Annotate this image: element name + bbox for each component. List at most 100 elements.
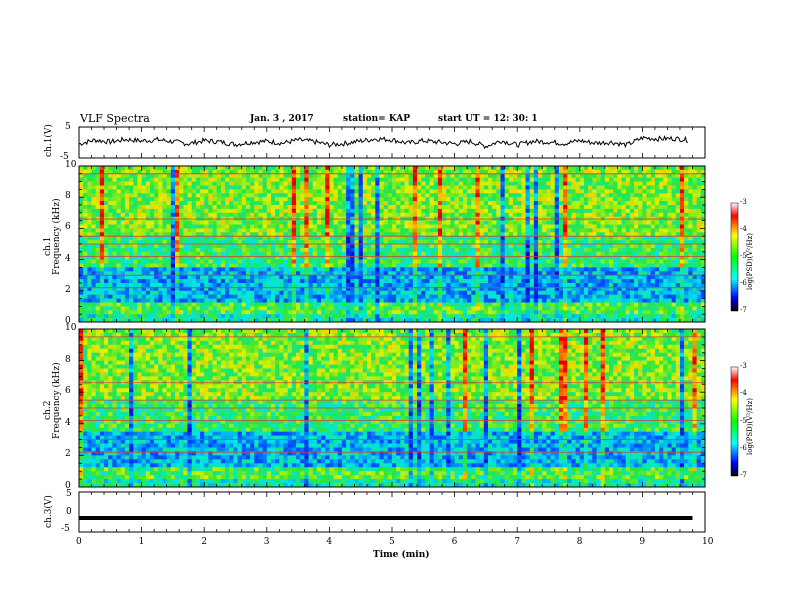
spectrogram-cell bbox=[679, 220, 685, 225]
spectrogram-cell bbox=[396, 166, 401, 171]
spectrogram-cell bbox=[154, 169, 159, 175]
spectrogram-cell bbox=[245, 267, 251, 272]
spectrogram-cell bbox=[462, 169, 468, 175]
spectrogram-cell bbox=[467, 263, 472, 268]
spectrogram-cell bbox=[262, 251, 268, 256]
spectrogram-cell bbox=[629, 224, 635, 229]
spectrogram-cell bbox=[283, 208, 288, 214]
spectrogram-cell bbox=[429, 181, 435, 186]
spectrogram-cell bbox=[592, 173, 597, 178]
spectrogram-cell bbox=[204, 166, 209, 171]
spectrogram-cell bbox=[174, 212, 180, 217]
spectrogram-cell bbox=[233, 283, 238, 288]
spectrogram-cell bbox=[654, 255, 660, 260]
spectrogram-cell bbox=[233, 275, 238, 280]
spectrogram-cell bbox=[617, 244, 622, 249]
spectrogram-cell bbox=[287, 251, 293, 256]
spectrogram-cell bbox=[538, 279, 543, 284]
spectrogram-cell bbox=[83, 228, 88, 233]
spectrogram-cell bbox=[421, 263, 426, 268]
spectrogram-cell bbox=[112, 263, 117, 268]
spectrogram-cell bbox=[362, 240, 368, 245]
spectrogram-cell bbox=[166, 263, 172, 268]
spectrogram-cell bbox=[700, 228, 706, 233]
spectrogram-cell bbox=[124, 247, 130, 253]
spectrogram-cell bbox=[187, 283, 192, 288]
spectrogram-cell bbox=[496, 255, 501, 260]
spectrogram-cell bbox=[538, 193, 543, 198]
spectrogram-cell bbox=[195, 185, 201, 190]
spectrogram-cell bbox=[116, 236, 122, 241]
spectrogram-cell bbox=[195, 259, 201, 264]
spectrogram-cell bbox=[383, 224, 389, 229]
spectrogram-cell bbox=[174, 220, 180, 225]
spectrogram-cell bbox=[291, 271, 297, 276]
spectrogram-cell bbox=[579, 189, 585, 194]
spectrogram-cell bbox=[508, 271, 514, 276]
spectrogram-cell bbox=[254, 267, 259, 272]
spectrogram-cell bbox=[362, 279, 368, 284]
spectrogram-cell bbox=[458, 197, 464, 202]
spectrogram-cell bbox=[133, 275, 138, 280]
spectrogram-cell bbox=[513, 205, 518, 210]
spectrogram-cell bbox=[275, 290, 280, 295]
spectrogram-cell bbox=[692, 193, 697, 198]
spectrogram-cell bbox=[462, 259, 468, 264]
spectrogram-cell bbox=[558, 283, 564, 288]
spectrogram-cell bbox=[358, 181, 364, 186]
spectrogram-cell bbox=[412, 251, 418, 256]
spectrogram-cell bbox=[400, 212, 405, 217]
spectrogram-cell bbox=[220, 208, 226, 214]
spectrogram-cell bbox=[400, 205, 405, 210]
spectrogram-cell bbox=[583, 255, 589, 260]
spectrogram-cell bbox=[525, 205, 531, 210]
spectrogram-cell bbox=[604, 255, 610, 260]
spectrogram-cell bbox=[638, 173, 643, 178]
spectrogram-cell bbox=[679, 208, 685, 214]
spectrogram-cell bbox=[212, 259, 218, 264]
spectrogram-cell bbox=[99, 197, 105, 202]
spectrogram-cell bbox=[646, 166, 652, 171]
spectrogram-cell bbox=[325, 193, 330, 198]
spectrogram-cell bbox=[241, 201, 247, 206]
spectrogram-cell bbox=[513, 193, 518, 198]
spectrogram-cell bbox=[341, 228, 347, 233]
spectrogram-cell bbox=[208, 279, 213, 284]
spectrogram-cell bbox=[400, 271, 405, 276]
spectrogram-cell bbox=[208, 251, 213, 256]
spectrogram-cell bbox=[208, 255, 213, 260]
spectrogram-cell bbox=[642, 283, 647, 288]
spectrogram-cell bbox=[458, 228, 464, 233]
spectrogram-cell bbox=[354, 228, 359, 233]
spectrogram-cell bbox=[650, 255, 656, 260]
spectrogram-cell bbox=[521, 240, 526, 245]
spectrogram-cell bbox=[291, 220, 297, 225]
spectrogram-cell bbox=[646, 185, 652, 190]
spectrogram-cell bbox=[191, 255, 197, 260]
spectrogram-cell bbox=[558, 166, 564, 171]
spectrogram-cell bbox=[487, 220, 493, 225]
spectrogram-cell bbox=[675, 228, 681, 233]
spectrogram-cell bbox=[254, 212, 259, 217]
spectrogram-cell bbox=[162, 193, 167, 198]
spectrogram-cell bbox=[684, 169, 689, 175]
spectrogram-cell bbox=[604, 283, 610, 288]
spectrogram-cell bbox=[304, 271, 309, 276]
spectrogram-cell bbox=[688, 275, 693, 280]
spectrogram-cell bbox=[642, 232, 647, 237]
spectrogram-cell bbox=[158, 166, 163, 171]
spectrogram-cell bbox=[200, 251, 205, 256]
spectrogram-cell bbox=[87, 263, 92, 268]
spectrogram-cell bbox=[145, 290, 151, 295]
spectrogram-cell bbox=[187, 208, 192, 214]
spectrogram-cell bbox=[609, 244, 614, 249]
spectrogram-cell bbox=[700, 247, 706, 253]
spectrogram-cell bbox=[504, 224, 510, 229]
spectrogram-cell bbox=[508, 275, 514, 280]
spectrogram-cell bbox=[425, 169, 430, 175]
spectrogram-cell bbox=[149, 185, 155, 190]
spectrogram-cell bbox=[500, 271, 505, 276]
spectrogram-cell bbox=[554, 228, 560, 233]
spectrogram-cell bbox=[458, 166, 464, 171]
spectrogram-cell bbox=[546, 275, 551, 280]
